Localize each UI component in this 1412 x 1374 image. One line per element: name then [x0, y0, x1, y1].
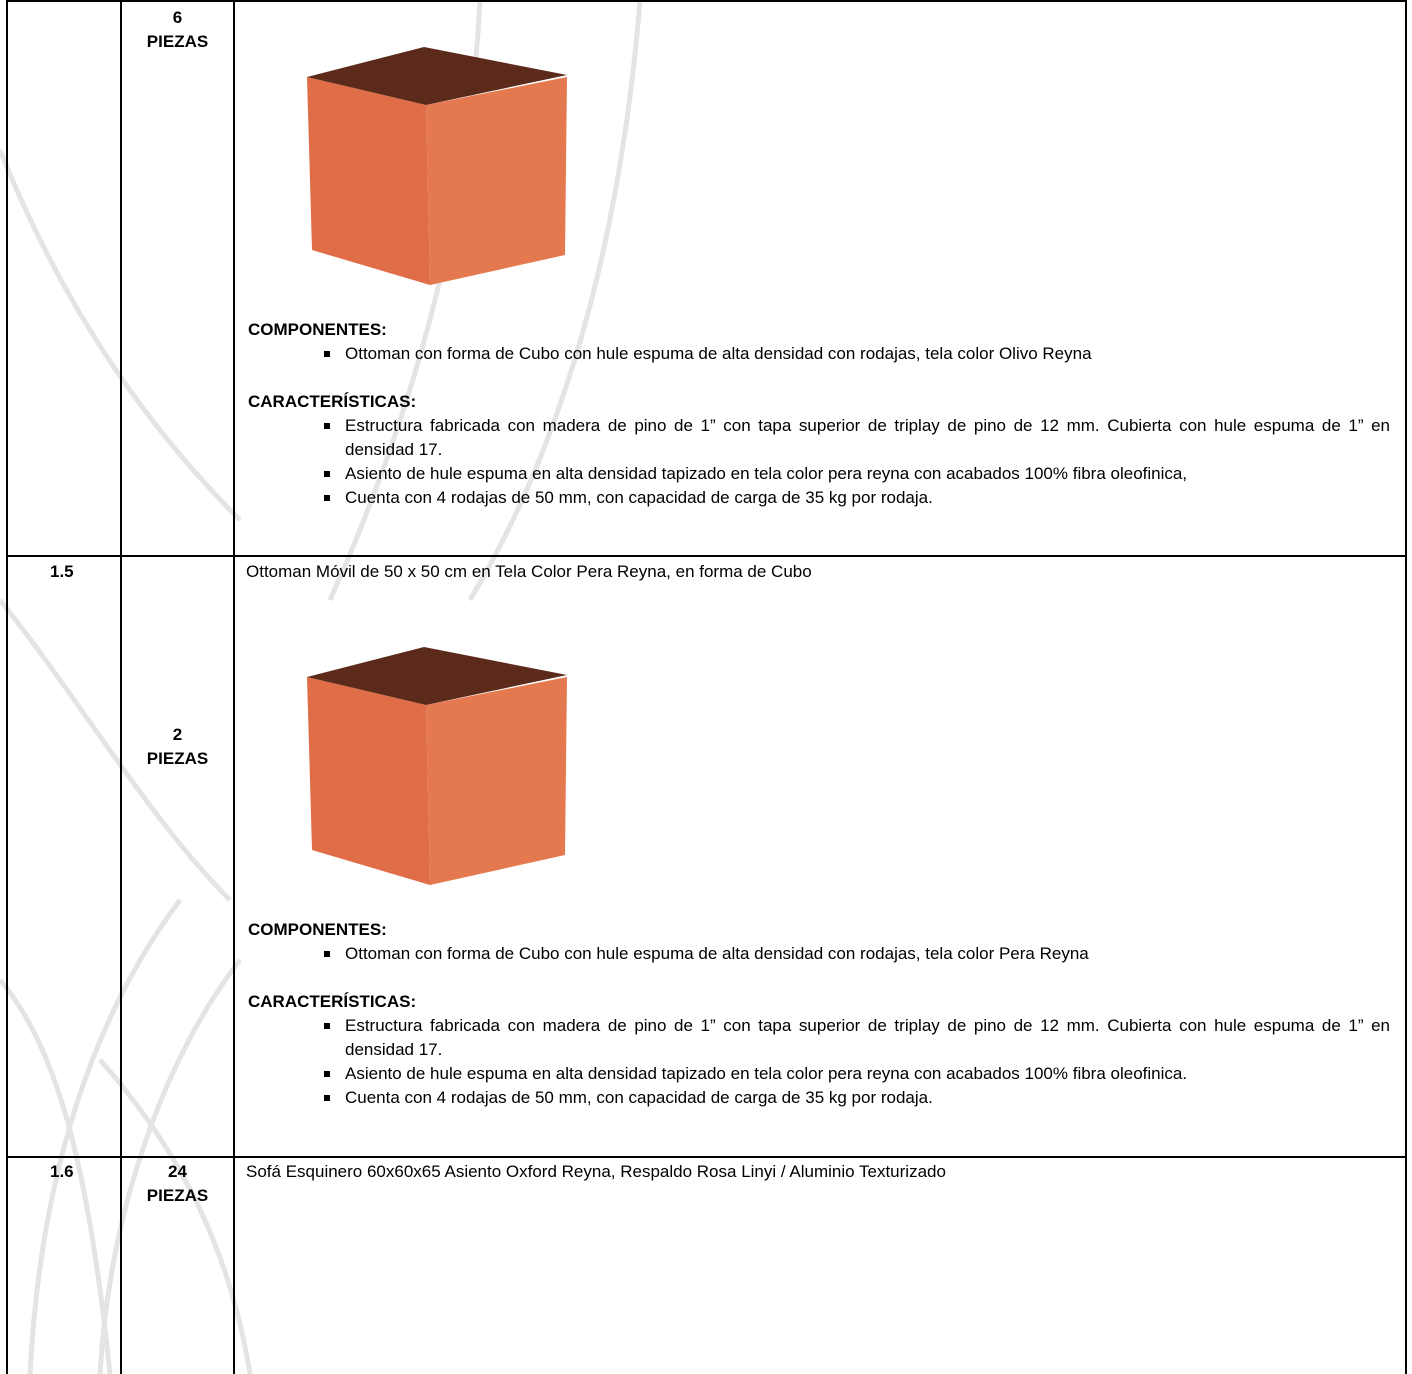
bullet — [324, 495, 330, 501]
bullet — [324, 351, 330, 357]
section-heading: CARACTERÍSTICAS: — [248, 392, 417, 411]
quantity-unit: PIEZAS — [146, 1186, 209, 1205]
section-heading: CARACTERÍSTICAS: — [248, 992, 417, 1011]
product-image — [307, 47, 567, 285]
product-image — [307, 647, 567, 885]
table-border — [120, 0, 122, 1374]
list-item: Estructura fabricada con madera de pino … — [345, 1016, 1390, 1059]
bullet — [324, 471, 330, 477]
quantity: 6 — [172, 8, 183, 27]
quantity-unit: PIEZAS — [146, 749, 209, 768]
quantity: 24 — [168, 1162, 187, 1181]
table-border — [233, 0, 235, 1374]
quantity: 2 — [172, 725, 183, 744]
bullet — [324, 1095, 330, 1101]
section-heading: COMPONENTES: — [248, 920, 387, 939]
list-item: Estructura fabricada con madera de pino … — [345, 416, 1390, 459]
item-number: 1.5 — [50, 562, 74, 581]
list-item: Cuenta con 4 rodajas de 50 mm, con capac… — [345, 488, 933, 507]
table-border — [6, 0, 1407, 2]
list-item: Ottoman con forma de Cubo con hule espum… — [345, 944, 1089, 963]
table-border — [6, 0, 8, 1374]
bullet — [324, 423, 330, 429]
table-border — [1405, 0, 1407, 1374]
list-item: Asiento de hule espuma en alta densidad … — [345, 1064, 1188, 1083]
section-heading: COMPONENTES: — [248, 320, 387, 339]
bullet — [324, 1071, 330, 1077]
list-item: Cuenta con 4 rodajas de 50 mm, con capac… — [345, 1088, 933, 1107]
list-item: Ottoman con forma de Cubo con hule espum… — [345, 344, 1092, 363]
item-number: 1.6 — [50, 1162, 74, 1181]
list-item: Asiento de hule espuma en alta densidad … — [345, 464, 1188, 483]
bullet — [324, 951, 330, 957]
table-border — [6, 1156, 1407, 1158]
quantity-unit: PIEZAS — [146, 32, 209, 51]
item-description: Sofá Esquinero 60x60x65 Asiento Oxford R… — [246, 1162, 946, 1181]
table-border — [6, 555, 1407, 557]
item-description: Ottoman Móvil de 50 x 50 cm en Tela Colo… — [246, 562, 812, 581]
bullet — [324, 1023, 330, 1029]
